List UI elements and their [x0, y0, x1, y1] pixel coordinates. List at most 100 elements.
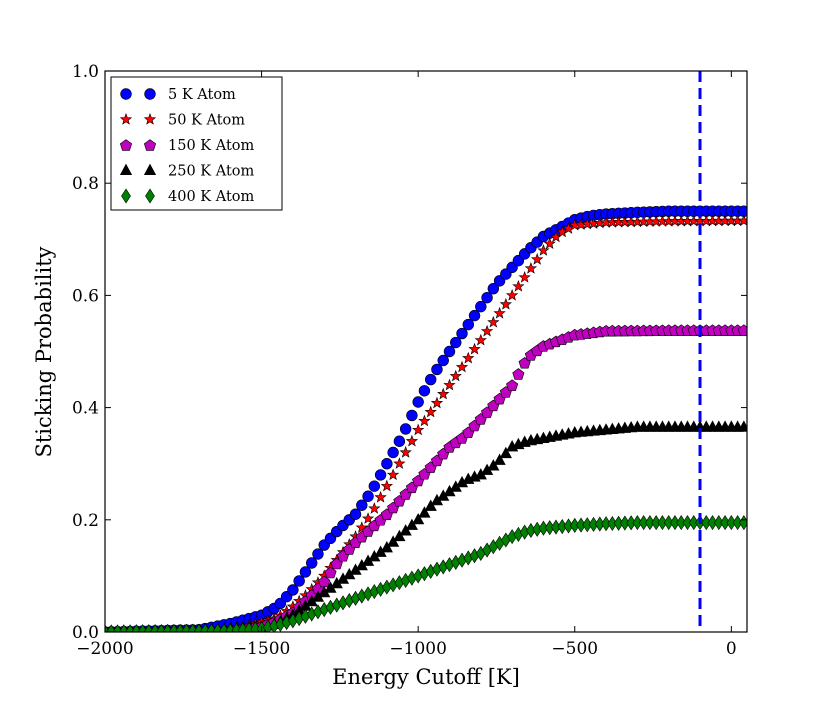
data-point	[412, 512, 425, 525]
data-point	[493, 306, 506, 319]
data-point	[480, 324, 494, 337]
axes: −2000 −1500 −1000 −500 0 0.0 0.2 0.4 0.6 0.8 1.0	[72, 62, 748, 659]
data-point	[462, 351, 475, 364]
legend-marker	[121, 188, 131, 204]
data-point	[387, 446, 399, 459]
data-point	[386, 468, 400, 481]
data-point	[474, 333, 487, 346]
data-point	[431, 363, 443, 376]
legend-label: 5 K Atom	[168, 87, 236, 103]
legend-item: 150 K Atom	[119, 138, 255, 154]
legend-box	[110, 76, 283, 211]
data-point	[481, 291, 493, 304]
legend-marker	[119, 139, 133, 151]
data-point	[443, 378, 456, 391]
data-point	[487, 282, 500, 295]
data-point	[462, 318, 474, 331]
data-point	[424, 405, 437, 418]
x-tick-label: 0	[726, 639, 737, 659]
plot-frame	[104, 70, 748, 633]
data-point	[512, 368, 525, 380]
data-point	[518, 270, 531, 283]
data-point	[506, 379, 519, 391]
data-point	[524, 262, 538, 274]
legend-label: 150 K Atom	[168, 138, 255, 154]
legend-marker	[143, 163, 157, 175]
data-point	[468, 342, 481, 355]
data-point	[349, 508, 362, 520]
data-point	[412, 423, 425, 436]
data-point	[418, 385, 431, 397]
data-point	[475, 300, 487, 313]
data-point	[455, 360, 469, 373]
data-point	[418, 506, 431, 518]
legend-marker	[144, 88, 156, 100]
y-axis-label: Sticking Probability	[32, 246, 56, 457]
legend-label: 50 K Atom	[168, 113, 245, 129]
data-point	[512, 279, 525, 292]
data-point	[299, 566, 312, 578]
data-point	[287, 584, 299, 596]
data-point	[430, 396, 444, 409]
data-point	[380, 479, 393, 492]
data-point	[312, 548, 324, 560]
data-point	[380, 541, 393, 553]
data-point	[531, 253, 544, 265]
data-point	[387, 535, 400, 547]
data-point	[393, 529, 406, 542]
data-point	[412, 396, 424, 408]
data-point	[737, 324, 747, 336]
legend-item: 400 K Atom	[121, 188, 255, 205]
data-point	[456, 327, 468, 340]
y-tick-label: 1.0	[72, 62, 99, 82]
data-point	[381, 458, 393, 470]
data-point	[424, 373, 437, 386]
data-point	[537, 244, 550, 256]
data-point	[487, 459, 500, 471]
x-axis-label: Energy Cutoff [K]	[332, 665, 520, 689]
series-5-k-atom	[105, 205, 747, 632]
data-point	[368, 502, 381, 514]
data-point	[450, 336, 462, 349]
x-tick-label: −500	[551, 639, 598, 659]
data-point	[374, 490, 387, 503]
data-point	[418, 414, 431, 427]
legend-item: 50 K Atom	[119, 113, 245, 129]
legend-marker	[120, 88, 132, 100]
x-tick-label: −2000	[76, 639, 134, 659]
legend-label: 400 K Atom	[168, 189, 255, 205]
y-tick-label: 0.2	[72, 511, 99, 531]
y-tick-label: 0.0	[72, 623, 99, 643]
data-point	[393, 457, 406, 469]
x-tick-label: −1500	[233, 639, 291, 659]
data-point	[443, 345, 456, 358]
legend-item: 5 K Atom	[120, 87, 236, 103]
data-point	[499, 446, 512, 459]
series-400-k-atom	[105, 515, 747, 632]
data-point	[487, 315, 500, 328]
data-point	[293, 575, 305, 587]
data-point	[399, 446, 412, 458]
legend-label: 250 K Atom	[168, 164, 255, 180]
legend-marker	[145, 188, 155, 204]
y-tick-label: 0.8	[72, 174, 99, 194]
data-point	[362, 490, 374, 502]
data-point	[449, 369, 462, 382]
data-point	[499, 297, 512, 310]
data-point	[355, 521, 368, 533]
data-point	[405, 434, 419, 447]
y-tick-label: 0.6	[72, 286, 99, 306]
data-point	[324, 566, 337, 579]
plot-area	[105, 71, 747, 632]
legend-marker	[119, 163, 133, 175]
data-point	[493, 453, 506, 465]
data-point	[405, 518, 419, 530]
data-point	[505, 288, 519, 301]
legend-item: 250 K Atom	[119, 163, 255, 180]
data-point	[361, 512, 375, 524]
data-point	[737, 214, 747, 227]
data-point	[399, 524, 412, 536]
legend: 5 K Atom 50 K Atom 150 K Atom 250 K Atom 400…	[110, 76, 283, 211]
legend-marker	[143, 113, 157, 125]
